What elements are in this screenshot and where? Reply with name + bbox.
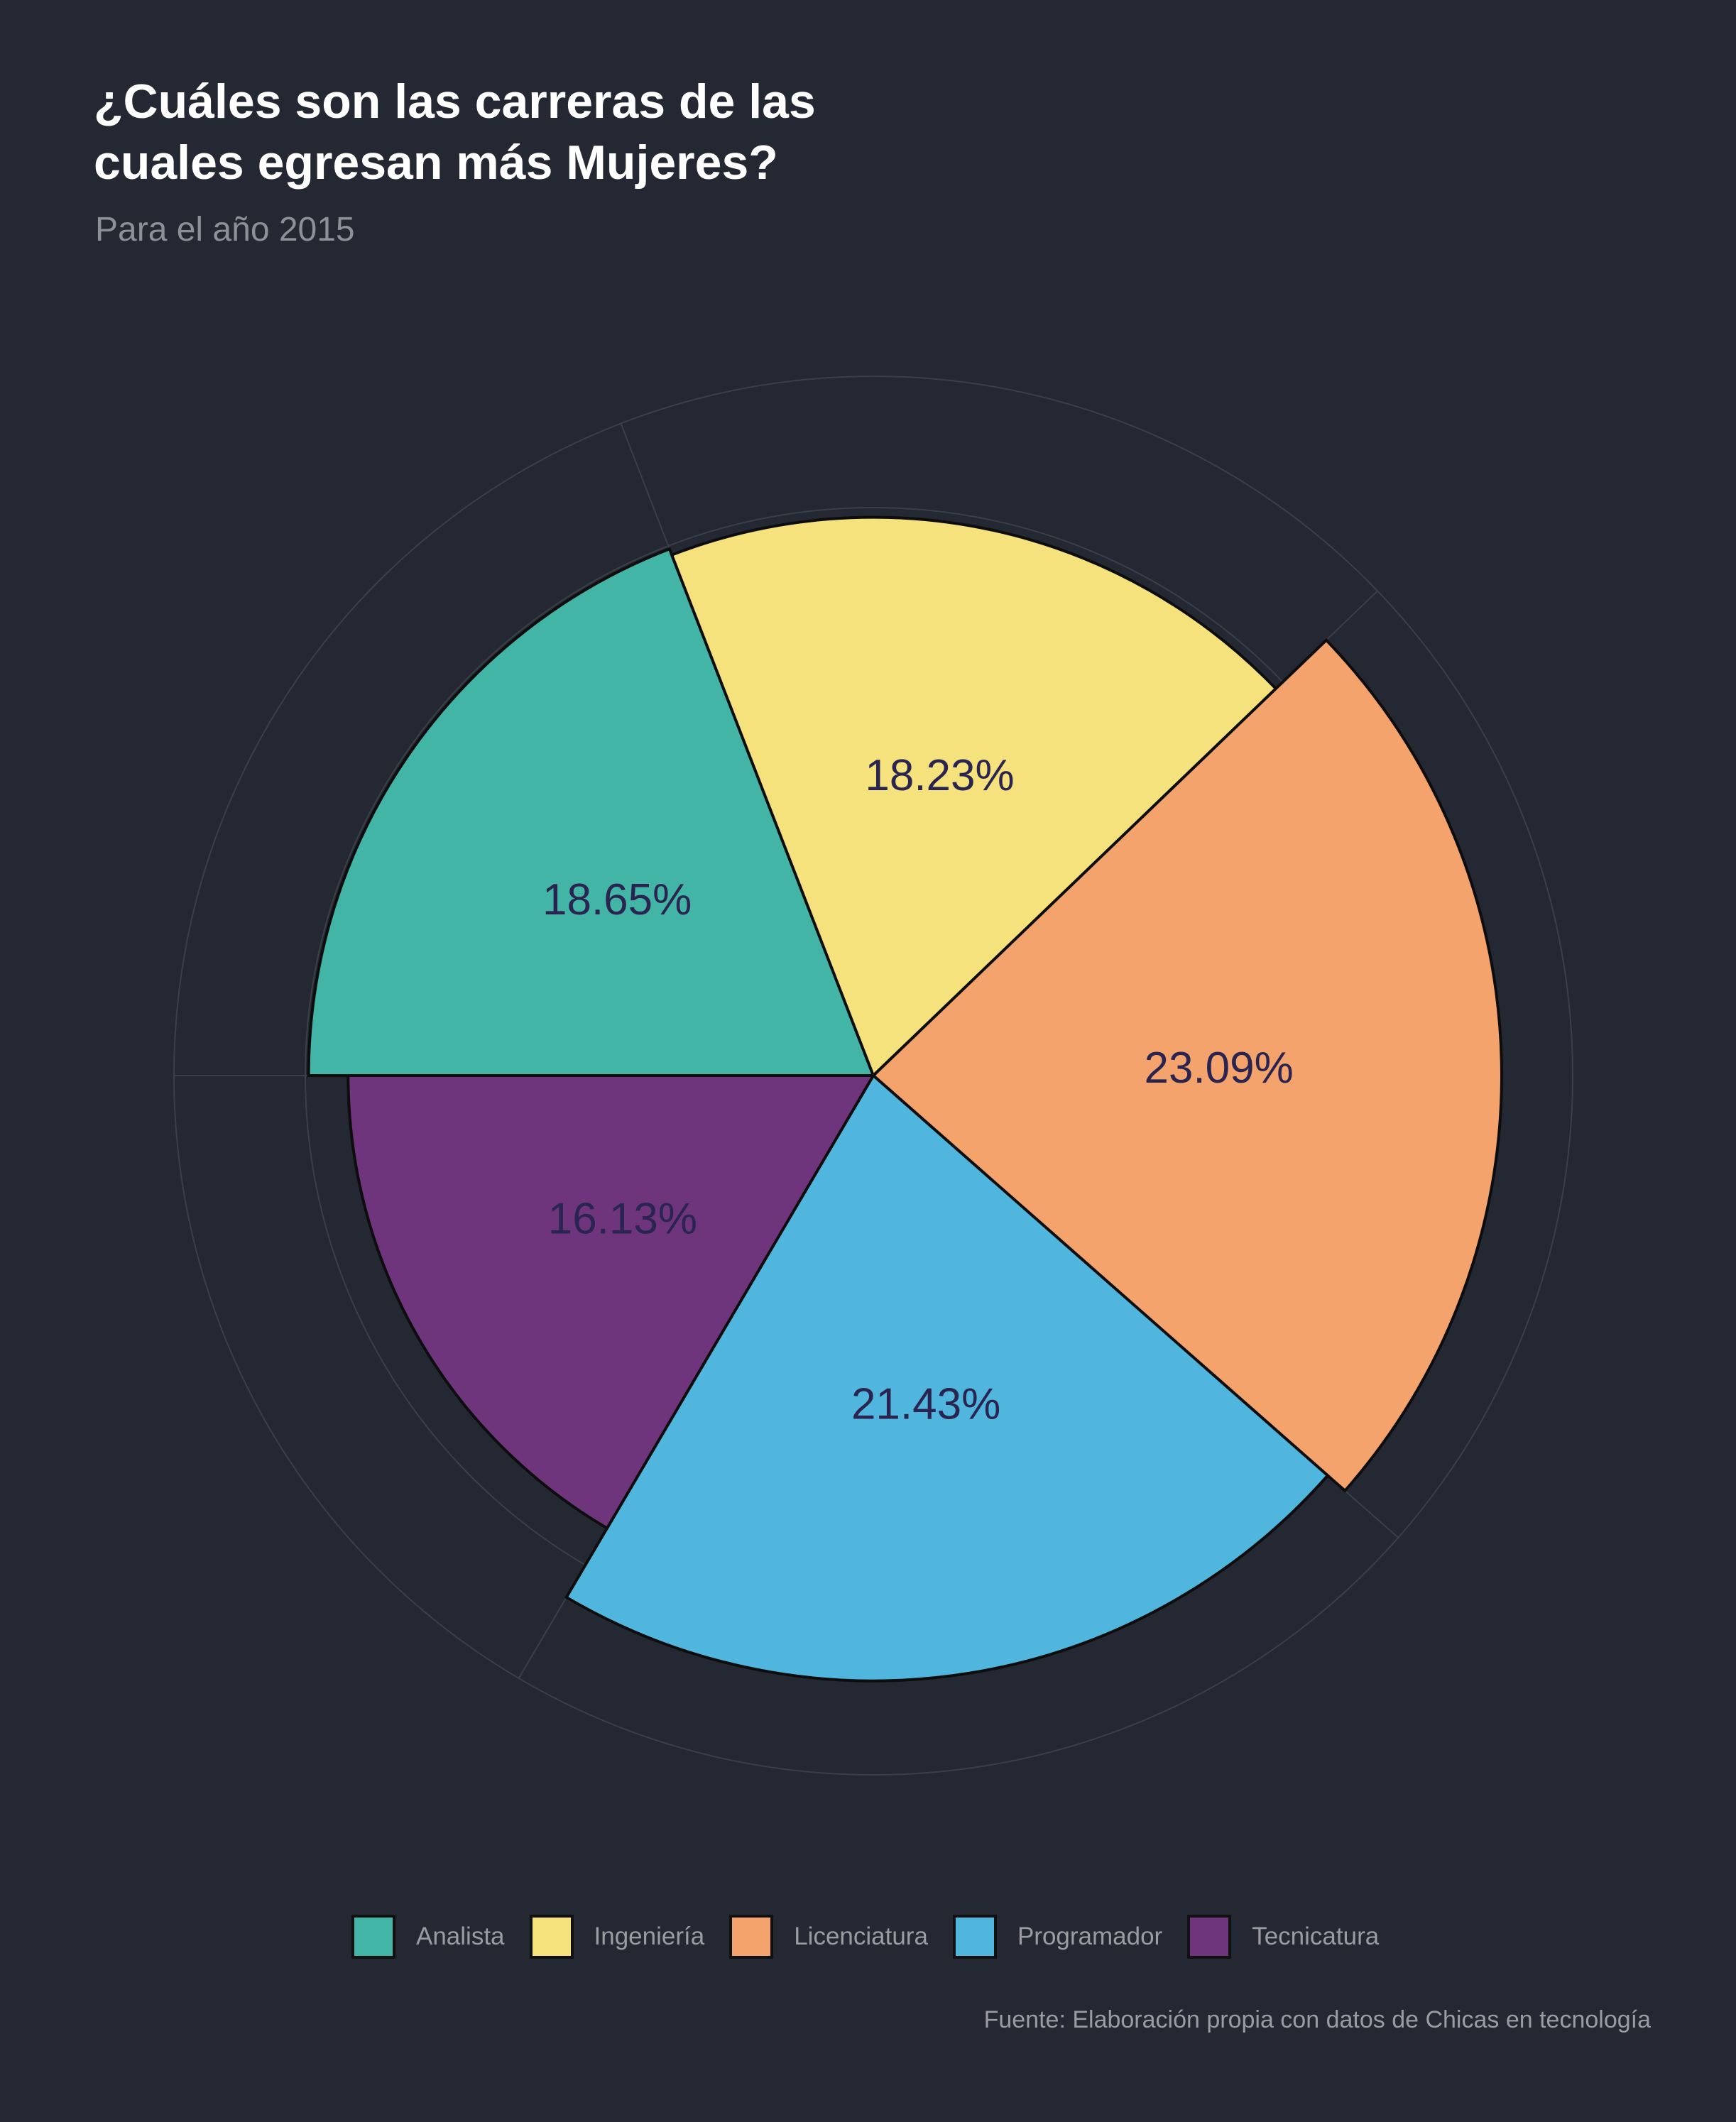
slice-programador bbox=[564, 1073, 1330, 1683]
legend-label: Analista bbox=[416, 1923, 505, 1950]
legend-label: Licenciatura bbox=[794, 1923, 928, 1950]
chart-caption: Fuente: Elaboración propia con datos de … bbox=[983, 2006, 1651, 2033]
chart-subtitle: Para el año 2015 bbox=[95, 211, 355, 248]
slice-label-tecnicatura: 16.13% bbox=[548, 1194, 697, 1243]
legend-label: Programador bbox=[1017, 1923, 1163, 1950]
legend-item-licenciatura: Licenciatura bbox=[729, 1915, 928, 1959]
slice-label-ingenieria: 18.23% bbox=[865, 751, 1014, 800]
legend-swatch bbox=[351, 1915, 395, 1959]
slice-analista bbox=[307, 547, 875, 1077]
chart-title: ¿Cuáles son las carreras de las cuales e… bbox=[94, 75, 816, 190]
slice-ingenieria bbox=[670, 515, 1278, 1078]
legend-item-tecnicatura: Tecnicatura bbox=[1187, 1915, 1379, 1959]
legend-item-ingenieria: Ingeniería bbox=[529, 1915, 705, 1959]
pie-slices bbox=[307, 515, 1503, 1683]
legend: Analista Ingeniería Licenciatura Programado… bbox=[351, 1912, 1404, 1962]
slice-label-analista: 18.65% bbox=[542, 875, 692, 924]
legend-label: Ingeniería bbox=[594, 1923, 705, 1950]
legend-item-analista: Analista bbox=[351, 1915, 505, 1959]
legend-swatch bbox=[1187, 1915, 1232, 1959]
legend-swatch bbox=[529, 1915, 574, 1959]
legend-swatch bbox=[729, 1915, 774, 1959]
slice-licenciatura bbox=[871, 638, 1503, 1493]
slice-label-programador: 21.43% bbox=[851, 1380, 1000, 1429]
legend-swatch bbox=[952, 1915, 997, 1959]
slice-label-licenciatura: 23.09% bbox=[1144, 1044, 1293, 1093]
legend-item-programador: Programador bbox=[952, 1915, 1163, 1959]
slice-labels: 18.65% 18.23% 23.09% 21.43% 16.13% bbox=[542, 751, 1294, 1428]
legend-label: Tecnicatura bbox=[1252, 1923, 1380, 1950]
slice-tecnicatura bbox=[346, 1074, 876, 1531]
